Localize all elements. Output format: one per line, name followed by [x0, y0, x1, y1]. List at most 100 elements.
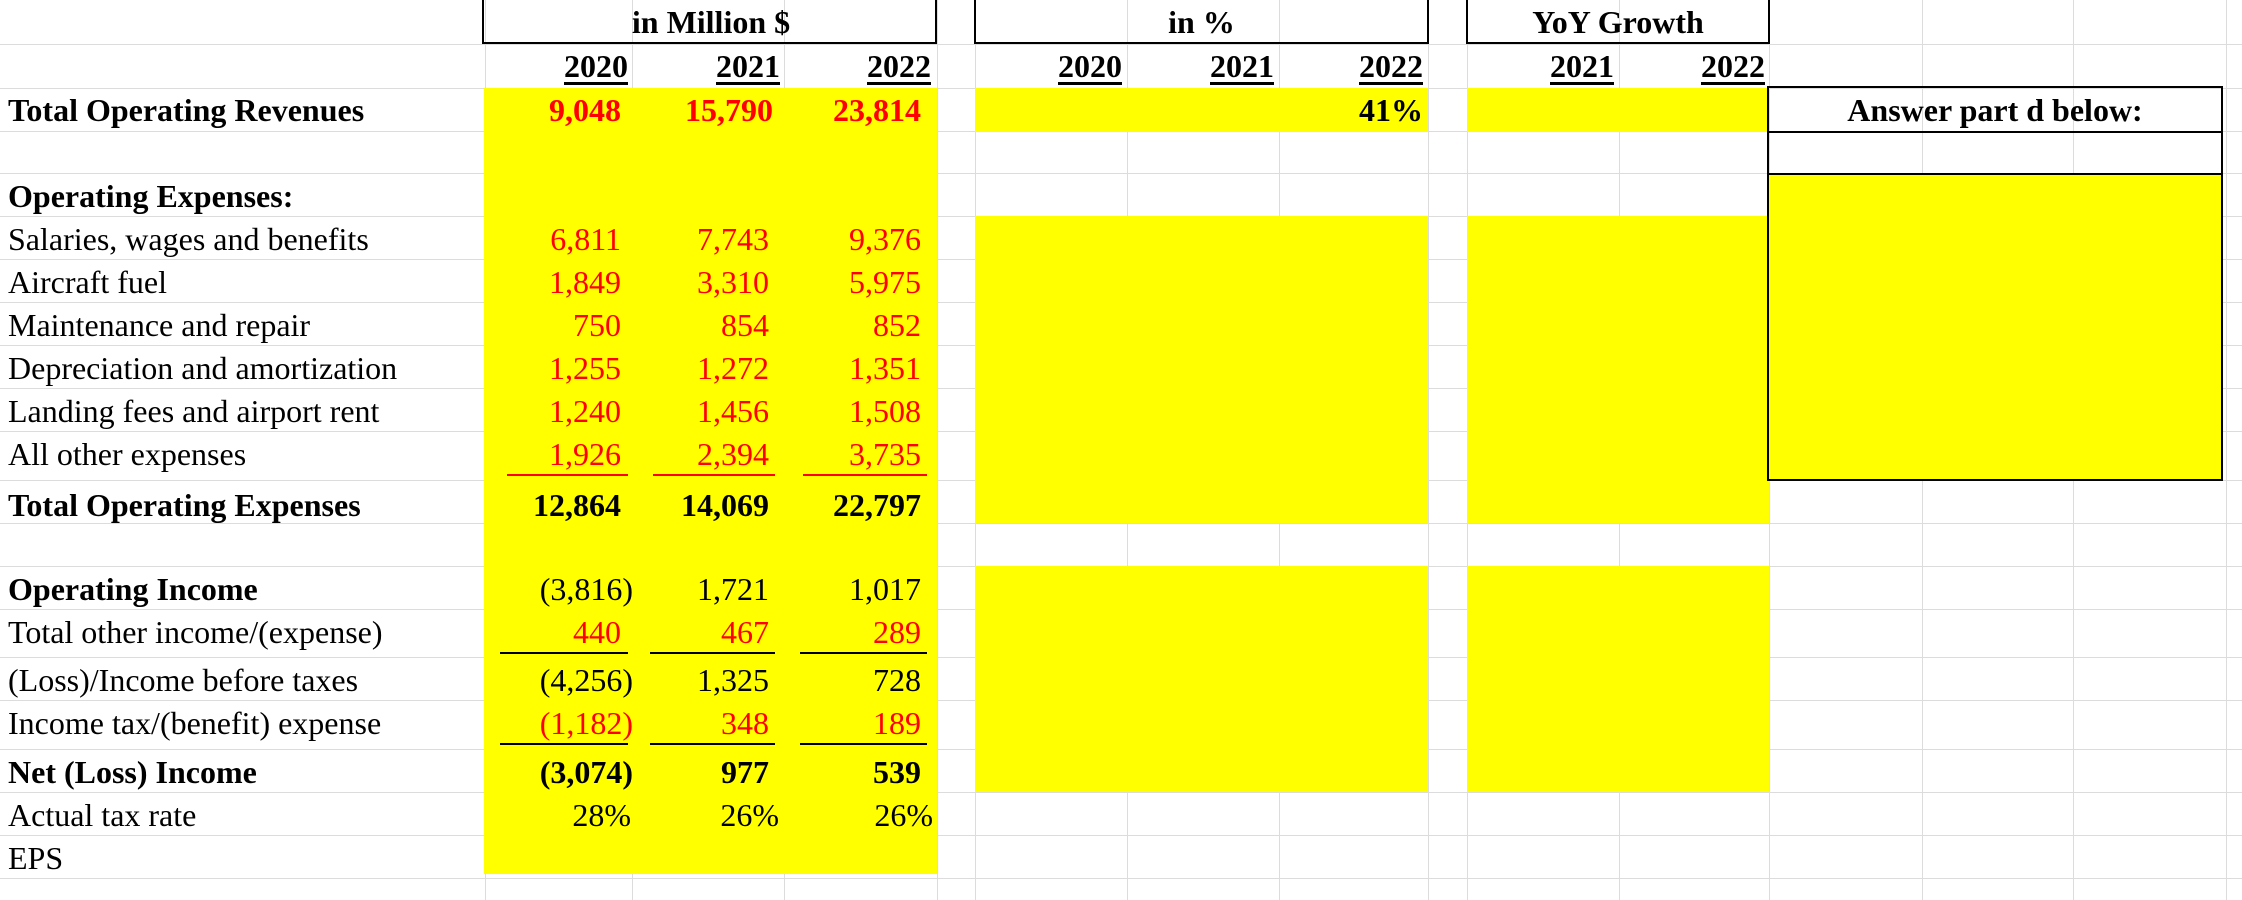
maintenance-2022[interactable]: 852: [873, 307, 921, 343]
other-expenses-2022[interactable]: 3,735: [849, 436, 921, 472]
sum-underline: [500, 652, 628, 654]
fuel-2022[interactable]: 5,975: [849, 264, 921, 300]
grid-line: [937, 0, 938, 900]
sum-underline: [800, 652, 927, 654]
highlight-revenue-pct: [975, 88, 1428, 132]
row-label-opex-header: Operating Expenses:: [8, 178, 294, 214]
revenue-2021[interactable]: 15,790: [685, 92, 773, 128]
highlight-revenue-values: [484, 88, 937, 132]
grid-line: [0, 523, 2242, 524]
answer-label: Answer part d below:: [1847, 92, 2143, 128]
row-label-pretax: (Loss)/Income before taxes: [8, 662, 359, 698]
sum-underline: [653, 474, 775, 476]
pretax-2022[interactable]: 728: [873, 662, 921, 698]
header-box-money: [482, 0, 937, 44]
header-yoy: YoY Growth: [1532, 4, 1704, 40]
grid-line: [1428, 0, 1429, 900]
highlight-income-yoy: [1467, 566, 1769, 792]
other-income-2020[interactable]: 440: [573, 614, 621, 650]
year-money-2022: 2022: [867, 48, 931, 84]
grid-line: [0, 792, 2242, 793]
row-label-salaries: Salaries, wages and benefits: [8, 221, 369, 257]
sum-underline: [650, 743, 775, 745]
header-box-pct: [974, 0, 1429, 44]
operating-income-2020[interactable]: (3,816): [539, 571, 633, 607]
row-label-tax-rate: Actual tax rate: [8, 797, 197, 833]
revenue-pct-2022[interactable]: 41%: [1359, 92, 1423, 128]
grid-line: [0, 173, 2242, 174]
operating-income-2022[interactable]: 1,017: [849, 571, 921, 607]
highlight-values-column: [484, 132, 937, 874]
year-money-2020: 2020: [564, 48, 628, 84]
row-label-net-income: Net (Loss) Income: [8, 754, 257, 790]
row-label-income-tax: Income tax/(benefit) expense: [8, 705, 382, 741]
answer-input-area[interactable]: [1767, 173, 2223, 481]
sum-underline: [500, 743, 628, 745]
depreciation-2021[interactable]: 1,272: [697, 350, 769, 386]
year-yoy-2022: 2022: [1701, 48, 1765, 84]
year-yoy-2021: 2021: [1550, 48, 1614, 84]
other-income-2021[interactable]: 467: [721, 614, 769, 650]
header-money: in Million $: [631, 4, 791, 40]
row-label-other-expenses: All other expenses: [8, 436, 247, 472]
highlight-opex-pct: [975, 216, 1428, 523]
fuel-2020[interactable]: 1,849: [549, 264, 621, 300]
sum-underline: [650, 652, 775, 654]
highlight-revenue-yoy: [1467, 88, 1769, 132]
grid-line: [0, 835, 2242, 836]
other-expenses-2021[interactable]: 2,394: [697, 436, 769, 472]
grid-line: [0, 44, 2242, 45]
other-expenses-2020[interactable]: 1,926: [549, 436, 621, 472]
sum-underline: [800, 743, 927, 745]
tax-rate-2020[interactable]: 28%: [572, 797, 631, 833]
tax-rate-2022[interactable]: 26%: [874, 797, 933, 833]
row-label-other-income: Total other income/(expense): [8, 614, 383, 650]
year-money-2021: 2021: [716, 48, 780, 84]
header-pct: in %: [1168, 4, 1235, 40]
landing-fees-2022[interactable]: 1,508: [849, 393, 921, 429]
tax-rate-2021[interactable]: 26%: [720, 797, 779, 833]
year-pct-2022: 2022: [1359, 48, 1423, 84]
sum-underline: [803, 474, 927, 476]
row-label-eps: EPS: [8, 840, 64, 876]
operating-income-2021[interactable]: 1,721: [697, 571, 769, 607]
row-label-landing-fees: Landing fees and airport rent: [8, 393, 380, 429]
salaries-2021[interactable]: 7,743: [697, 221, 769, 257]
maintenance-2021[interactable]: 854: [721, 307, 769, 343]
pretax-2021[interactable]: 1,325: [697, 662, 769, 698]
row-label-depreciation: Depreciation and amortization: [8, 350, 398, 386]
other-income-2022[interactable]: 289: [873, 614, 921, 650]
landing-fees-2020[interactable]: 1,240: [549, 393, 621, 429]
sum-underline: [507, 474, 628, 476]
revenue-2020[interactable]: 9,048: [549, 92, 621, 128]
grid-line: [0, 878, 2242, 879]
year-pct-2021: 2021: [1210, 48, 1274, 84]
total-opex-2022[interactable]: 22,797: [833, 487, 921, 523]
landing-fees-2021[interactable]: 1,456: [697, 393, 769, 429]
salaries-2020[interactable]: 6,811: [550, 221, 621, 257]
total-opex-2021[interactable]: 14,069: [681, 487, 769, 523]
answer-blank-cell[interactable]: [1767, 131, 2223, 175]
net-income-2021[interactable]: 977: [721, 754, 769, 790]
row-label-operating-income: Operating Income: [8, 571, 258, 607]
fuel-2021[interactable]: 3,310: [697, 264, 769, 300]
header-box-yoy: [1466, 0, 1770, 44]
row-label-total-opex: Total Operating Expenses: [8, 487, 361, 523]
net-income-2020[interactable]: (3,074): [539, 754, 633, 790]
income-tax-2020[interactable]: (1,182): [539, 705, 633, 741]
income-tax-2021[interactable]: 348: [721, 705, 769, 741]
highlight-income-pct: [975, 566, 1428, 792]
depreciation-2022[interactable]: 1,351: [849, 350, 921, 386]
pretax-2020[interactable]: (4,256): [539, 662, 633, 698]
revenue-2022[interactable]: 23,814: [833, 92, 921, 128]
salaries-2022[interactable]: 9,376: [849, 221, 921, 257]
income-tax-2022[interactable]: 189: [873, 705, 921, 741]
maintenance-2020[interactable]: 750: [573, 307, 621, 343]
year-pct-2020: 2020: [1058, 48, 1122, 84]
net-income-2022[interactable]: 539: [873, 754, 921, 790]
grid-line: [2226, 0, 2227, 900]
depreciation-2020[interactable]: 1,255: [549, 350, 621, 386]
highlight-opex-yoy: [1467, 216, 1769, 523]
total-opex-2020[interactable]: 12,864: [533, 487, 621, 523]
